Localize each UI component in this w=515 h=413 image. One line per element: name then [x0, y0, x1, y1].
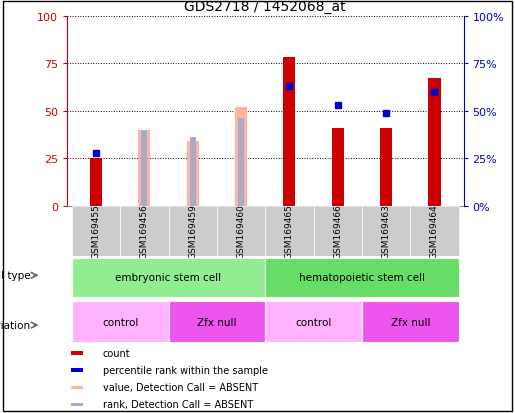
Text: GSM169463: GSM169463: [382, 204, 390, 259]
Text: Zfx null: Zfx null: [390, 317, 430, 327]
Bar: [186, 142, 199, 206]
Text: hematopoietic stem cell: hematopoietic stem cell: [299, 273, 425, 283]
Bar: [332, 128, 344, 206]
Bar: [71, 386, 83, 389]
Bar: [238, 119, 244, 206]
Text: rank, Detection Call = ABSENT: rank, Detection Call = ABSENT: [102, 399, 253, 409]
Text: GSM169456: GSM169456: [140, 204, 149, 259]
Bar: [120, 206, 168, 256]
Bar: [72, 258, 265, 297]
Bar: [139, 131, 150, 206]
Bar: [71, 403, 83, 406]
Bar: [235, 108, 247, 206]
Text: GSM169455: GSM169455: [92, 204, 100, 259]
Bar: [168, 301, 265, 343]
Title: GDS2718 / 1452068_at: GDS2718 / 1452068_at: [184, 0, 346, 14]
Text: GSM169464: GSM169464: [430, 204, 439, 259]
Bar: [72, 206, 120, 256]
Bar: [90, 159, 102, 206]
Text: genotype/variation: genotype/variation: [0, 320, 30, 330]
Bar: [314, 206, 362, 256]
Bar: [428, 79, 440, 206]
Text: GSM169466: GSM169466: [333, 204, 342, 259]
Text: cell type: cell type: [0, 271, 30, 280]
Text: Zfx null: Zfx null: [197, 317, 236, 327]
Bar: [265, 258, 459, 297]
Bar: [362, 206, 410, 256]
Bar: [217, 206, 265, 256]
Text: count: count: [102, 348, 130, 358]
Bar: [71, 368, 83, 372]
Bar: [71, 351, 83, 355]
Bar: [265, 206, 314, 256]
Bar: [283, 58, 296, 206]
Bar: [380, 128, 392, 206]
Bar: [265, 301, 362, 343]
Text: GSM169460: GSM169460: [236, 204, 246, 259]
Bar: [190, 138, 196, 206]
Bar: [142, 131, 147, 206]
Text: value, Detection Call = ABSENT: value, Detection Call = ABSENT: [102, 382, 258, 392]
Bar: [410, 206, 459, 256]
Text: control: control: [296, 317, 332, 327]
Bar: [168, 206, 217, 256]
Text: percentile rank within the sample: percentile rank within the sample: [102, 365, 268, 375]
Text: control: control: [102, 317, 139, 327]
Bar: [362, 301, 459, 343]
Text: GSM169459: GSM169459: [188, 204, 197, 259]
Text: GSM169465: GSM169465: [285, 204, 294, 259]
Bar: [72, 301, 168, 343]
Text: embryonic stem cell: embryonic stem cell: [115, 273, 221, 283]
